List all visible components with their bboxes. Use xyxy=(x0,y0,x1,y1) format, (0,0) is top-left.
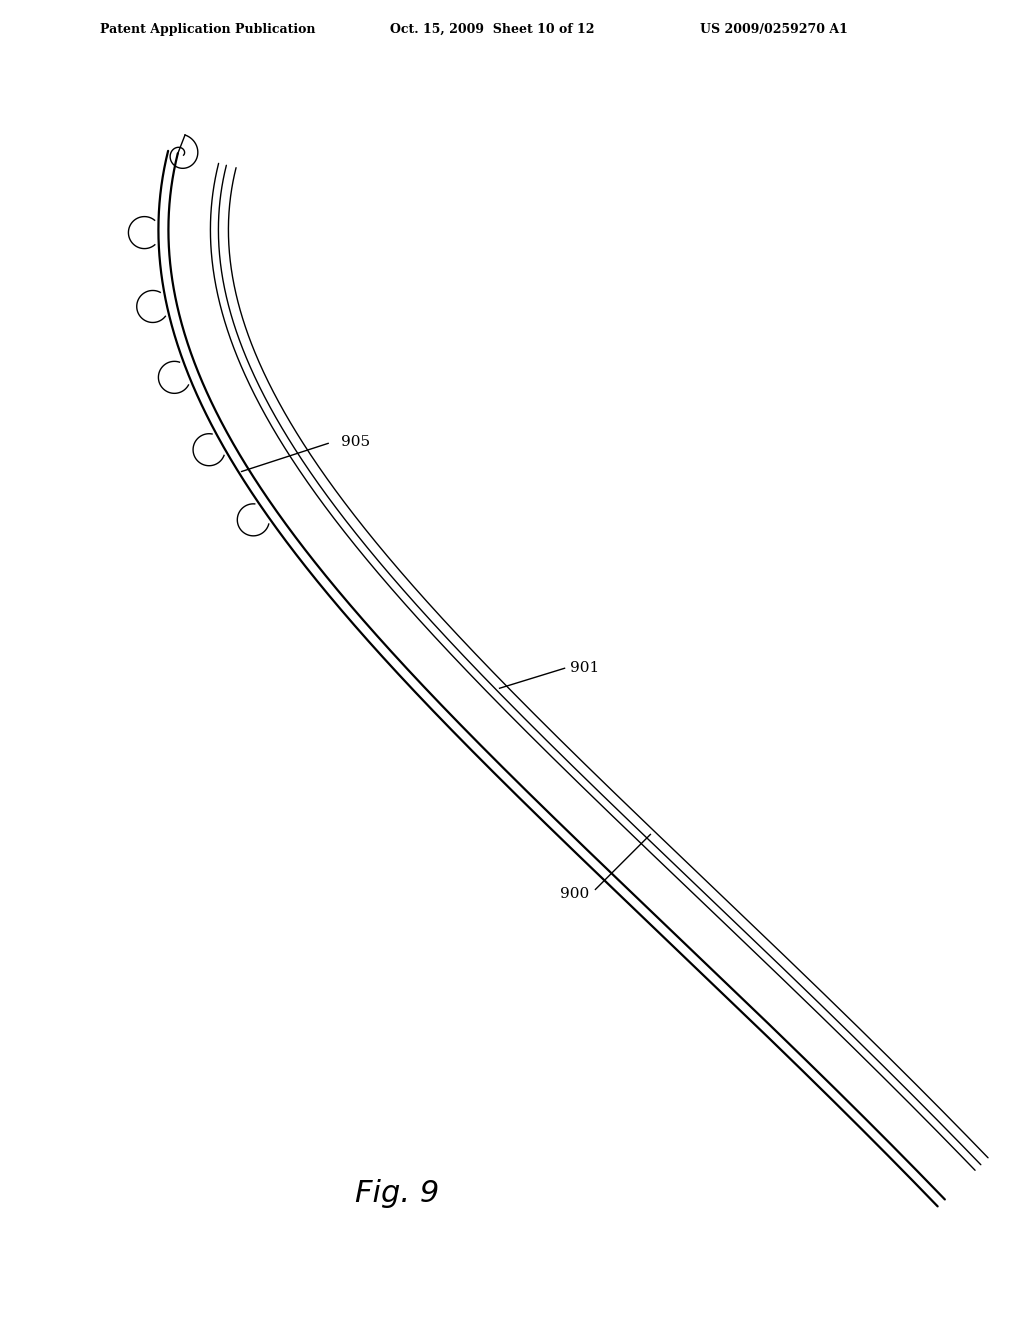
Text: Fig. 9: Fig. 9 xyxy=(355,1179,439,1208)
Text: 900: 900 xyxy=(560,887,590,902)
Text: 901: 901 xyxy=(569,661,599,676)
Text: 905: 905 xyxy=(341,436,370,449)
Text: Patent Application Publication: Patent Application Publication xyxy=(100,22,315,36)
Text: Oct. 15, 2009  Sheet 10 of 12: Oct. 15, 2009 Sheet 10 of 12 xyxy=(390,22,595,36)
Text: US 2009/0259270 A1: US 2009/0259270 A1 xyxy=(700,22,848,36)
